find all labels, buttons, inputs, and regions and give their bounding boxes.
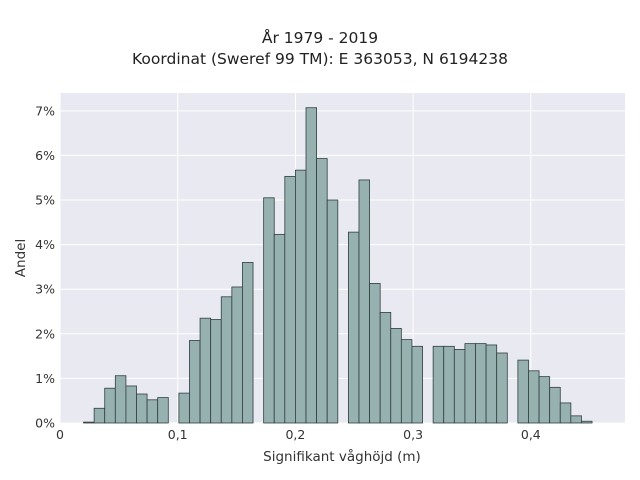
plot-area [60, 93, 625, 423]
y-tick-label: 4% [35, 237, 55, 252]
y-tick-label: 5% [35, 193, 55, 208]
x-tick-labels: 0 0,1 0,2 0,3 0,4 [56, 427, 541, 442]
histogram-bar [570, 415, 582, 424]
x-tick-label: 0,1 [168, 427, 188, 442]
histogram-bar [220, 296, 233, 424]
histogram-bar [231, 286, 243, 424]
histogram-bar [326, 199, 339, 424]
histogram-bar [517, 359, 529, 424]
x-axis-label: Signifikant våghöjd (m) [263, 448, 421, 465]
y-tick-label: 3% [35, 282, 55, 297]
histogram-bar [496, 352, 508, 424]
histogram-bar [178, 392, 190, 424]
histogram-bar [305, 107, 318, 424]
histogram-bar [581, 420, 593, 424]
histogram-bar [146, 399, 159, 424]
histogram-bar [411, 345, 423, 424]
histogram-bar [400, 339, 413, 424]
histogram-bar [104, 387, 116, 424]
y-tick-label: 1% [35, 371, 55, 386]
histogram-bar [369, 283, 381, 424]
histogram-bar [549, 386, 561, 424]
x-tick-label: 0,2 [285, 427, 305, 442]
histogram-bar [242, 262, 254, 424]
histogram-bar [316, 158, 328, 424]
histogram-bar [136, 393, 148, 424]
histogram-bar [273, 233, 286, 424]
y-axis-label: Andel [13, 239, 29, 277]
histogram-bar [284, 175, 296, 424]
y-tick-labels: 0% 1% 2% 3% 4% 5% 6% 7% [35, 103, 55, 430]
bars [83, 107, 593, 424]
histogram-bar [93, 407, 106, 424]
histogram-bar [199, 317, 212, 424]
chart-title: År 1979 - 2019 [261, 29, 379, 47]
histogram-bar [347, 231, 360, 424]
histogram-bar [528, 370, 540, 424]
histogram-bar [485, 344, 498, 424]
histogram-bar [538, 376, 551, 424]
x-tick-label: 0,3 [403, 427, 423, 442]
histogram-bar [83, 421, 95, 424]
histogram-bar [432, 345, 445, 424]
x-tick-label: 0 [56, 427, 64, 442]
y-tick-label: 6% [35, 148, 55, 163]
histogram-bar [443, 345, 455, 424]
histogram-bar [125, 385, 137, 424]
y-tick-label: 0% [35, 416, 55, 431]
histogram-bar [210, 319, 222, 424]
histogram-bar [189, 340, 201, 424]
histogram-bar [464, 343, 476, 424]
histogram-bar [263, 197, 275, 424]
y-tick-label: 2% [35, 326, 55, 341]
histogram-bar [475, 343, 487, 424]
histogram-bar [559, 402, 572, 424]
histogram-bar [295, 169, 307, 424]
histogram-bar [390, 328, 402, 424]
x-tick-label: 0,4 [521, 427, 541, 442]
histogram-bar [157, 397, 169, 424]
histogram-bar [453, 349, 466, 424]
chart-subtitle: Koordinat (Sweref 99 TM): E 363053, N 61… [132, 50, 508, 68]
histogram-bar [114, 375, 127, 424]
y-tick-label: 7% [35, 103, 55, 118]
histogram-bar [358, 179, 370, 424]
histogram-bar [379, 312, 392, 424]
